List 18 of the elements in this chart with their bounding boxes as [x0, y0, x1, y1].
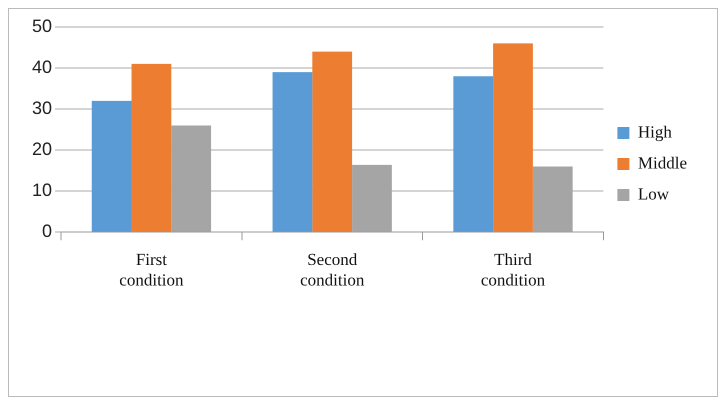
x-tick-label: Third condition [480, 250, 546, 290]
bar [132, 64, 172, 232]
bar [312, 52, 352, 232]
y-tick-label: 20 [32, 139, 52, 160]
bar [493, 43, 533, 232]
bar [453, 76, 494, 232]
y-tick-label: 0 [42, 221, 52, 242]
legend-label: Low [638, 184, 670, 204]
bar [92, 100, 132, 232]
y-tick-label: 50 [32, 16, 52, 36]
bar [272, 72, 312, 232]
x-tick-label: First condition [119, 250, 184, 290]
legend-label: Middle [638, 153, 687, 172]
y-tick-label: 40 [32, 57, 52, 78]
x-tick-label: Second condition [300, 250, 365, 290]
y-tick-label: 30 [32, 98, 52, 118]
legend-label: High [638, 122, 672, 142]
y-tick-label: 10 [32, 180, 52, 200]
